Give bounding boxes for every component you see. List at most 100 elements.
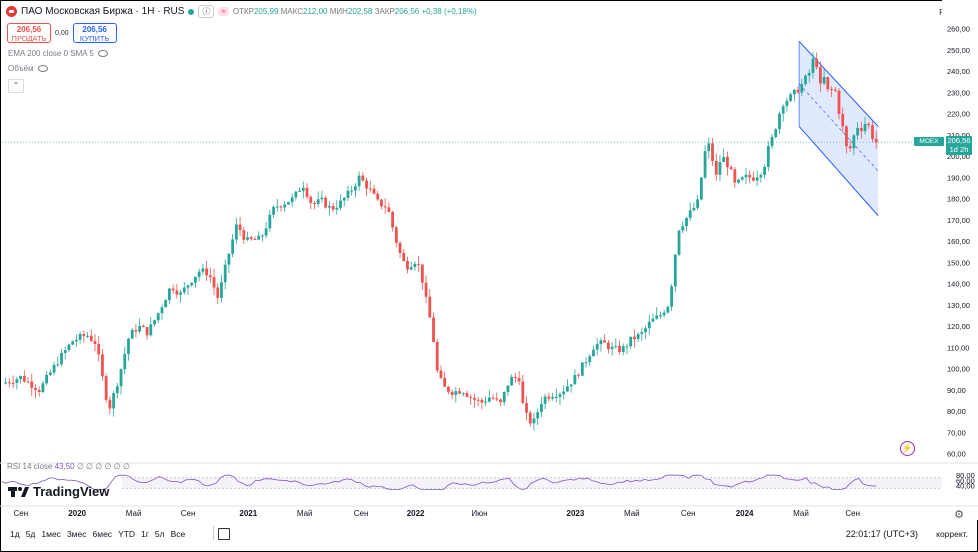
chevron-up-icon[interactable]: ⌃ (8, 79, 24, 93)
candle (610, 346, 614, 350)
buy-button[interactable]: 206,56 КУПИТЬ (72, 23, 117, 43)
x-tick-label: Сен (13, 509, 28, 518)
candle (365, 180, 368, 189)
candle (465, 393, 469, 397)
rsi-extra: ∅ ∅ ∅ ∅ ∅ ∅ (76, 462, 130, 471)
timeframe-8[interactable]: Все (170, 529, 186, 539)
eye-icon[interactable] (37, 65, 48, 72)
timeframe-1[interactable]: 5д (25, 529, 36, 539)
candle (223, 264, 227, 283)
candle (443, 377, 447, 387)
y-tick-label: 140,00 (947, 280, 970, 289)
adjust-toggle[interactable]: коррект. (936, 529, 968, 539)
candle (290, 197, 294, 203)
time-axis[interactable]: Сен 2020 Май Сен 2021 Май Сен 2022 Июн 2023 Май Сен… (0, 505, 978, 518)
eye-icon[interactable] (97, 50, 108, 57)
timeframe-0[interactable]: 1д (10, 529, 20, 539)
candle (681, 226, 685, 231)
channel-lower (798, 126, 879, 216)
candle (473, 397, 476, 400)
sell-button[interactable]: 206,56 ПРОДАТЬ (7, 23, 51, 43)
y-tick-label: 220,00 (947, 110, 970, 119)
timeframe-2[interactable]: 1мес (41, 529, 61, 539)
rsi-value: 43,50 (54, 462, 75, 471)
symbol-title[interactable]: ПАО Московская Биржа · 1Н · RUS (21, 6, 185, 17)
candle (685, 217, 688, 227)
candle (268, 214, 272, 229)
candle (580, 362, 584, 376)
timeframe-4[interactable]: 6мес (92, 529, 113, 539)
rsi-legend[interactable]: RSI 14 close 43,50 ∅ ∅ ∅ ∅ ∅ ∅ (7, 462, 130, 471)
candle (662, 312, 666, 316)
candle (487, 397, 491, 402)
buy-price: 206,56 (82, 25, 107, 34)
candle (726, 156, 729, 168)
gear-icon[interactable]: ⚙ (954, 509, 964, 521)
lightning-icon[interactable]: ⚡ (900, 441, 915, 456)
candle (354, 186, 357, 191)
calendar-icon[interactable] (218, 528, 230, 540)
candle (770, 137, 774, 147)
y-tick-label: 100,00 (947, 365, 970, 374)
y-tick-label: 260,00 (947, 25, 970, 34)
candle (153, 320, 156, 325)
candle (815, 58, 819, 68)
candle (763, 166, 766, 175)
candle (339, 200, 342, 208)
price-axis[interactable]: 60,00 70,00 80,00 90,00 100,00 110,00 120,00 13… (942, 0, 978, 520)
candle (484, 401, 487, 403)
candle (119, 369, 123, 387)
y-tick-label: 70,00 (947, 428, 966, 437)
y-tick-label: 150,00 (947, 258, 970, 267)
candle (335, 207, 339, 210)
candle (19, 375, 22, 380)
timeframe-7[interactable]: 5л (154, 529, 165, 539)
clock[interactable]: 22:01:17 (UTC+3) (845, 529, 918, 539)
candle (625, 346, 629, 348)
x-tick-label: 2021 (239, 509, 257, 518)
candle (833, 89, 837, 91)
candle (852, 135, 856, 149)
candle (402, 252, 406, 261)
candle (346, 190, 350, 198)
y-tick-label: 180,00 (947, 195, 970, 204)
symbol-legend[interactable]: ПАО Московская Биржа · 1Н · RUS ⓘ ≈ ОТКР… (6, 5, 477, 18)
candle (406, 260, 409, 270)
price-tag-value: 206,56 (947, 136, 971, 145)
candle (714, 160, 718, 175)
candle (733, 169, 737, 183)
candle (134, 329, 138, 332)
candle (145, 327, 149, 336)
timeframe-3[interactable]: 3мес (66, 529, 87, 539)
price-channel[interactable] (798, 41, 879, 216)
replay-icon[interactable]: ≈ (218, 7, 229, 16)
candle (413, 263, 417, 268)
candle (606, 342, 610, 350)
candle (138, 325, 142, 332)
candle (737, 179, 740, 183)
tradingview-logo[interactable]: TradingView (8, 484, 109, 499)
candle (696, 199, 700, 208)
candle (89, 335, 93, 341)
candle (603, 340, 607, 343)
timeframe-5[interactable]: YTD (118, 529, 136, 539)
candle (536, 412, 540, 419)
ema-indicator[interactable]: EMA 200 close 0 SMA 5 (8, 49, 108, 58)
compare-icon[interactable]: ⓘ (198, 5, 215, 18)
candle (525, 403, 528, 413)
candle (491, 397, 495, 399)
candle (67, 344, 71, 351)
candle (275, 206, 279, 208)
candle (673, 254, 677, 287)
candle (506, 385, 510, 392)
candle (86, 335, 89, 337)
candle (264, 228, 268, 236)
candle (82, 334, 86, 336)
candle (859, 128, 863, 132)
timeframe-6[interactable]: 1г (141, 529, 149, 539)
x-tick-label: Сен (845, 509, 860, 518)
candle (37, 389, 41, 392)
candle (179, 292, 182, 295)
volume-indicator[interactable]: Объём (8, 64, 48, 73)
